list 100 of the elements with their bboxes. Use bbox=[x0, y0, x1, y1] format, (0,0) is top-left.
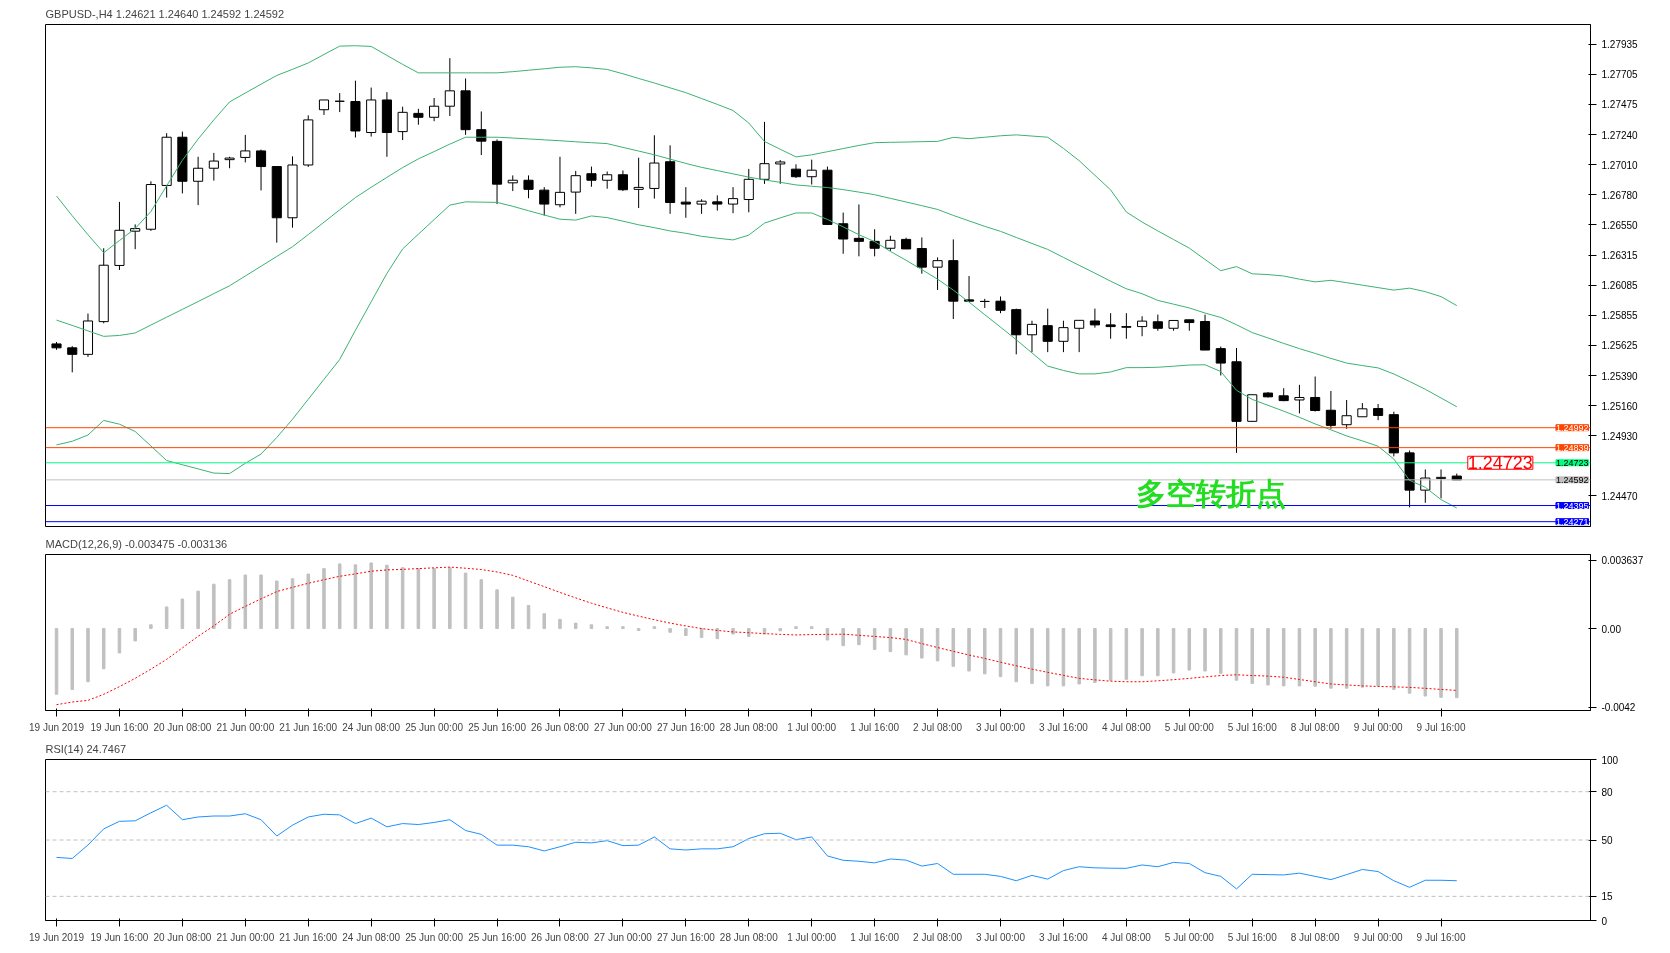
x-tick-label: 1 Jul 16:00 bbox=[850, 931, 900, 943]
y-tick-label: 1.27935 bbox=[1601, 39, 1639, 51]
y-tick-label: 0 bbox=[1601, 915, 1608, 927]
y-tick-label: 1.25390 bbox=[1601, 370, 1639, 382]
bar bbox=[1392, 628, 1396, 690]
candlestick bbox=[255, 149, 267, 191]
chart-title: RSI(14) 24.7467 bbox=[45, 742, 127, 755]
bar bbox=[322, 568, 326, 630]
bar bbox=[448, 567, 452, 630]
y-tick-label: 1.26315 bbox=[1601, 250, 1639, 262]
bar bbox=[70, 628, 75, 690]
x-tick-label: 1 Jul 00:00 bbox=[787, 721, 837, 733]
bar bbox=[1030, 628, 1034, 684]
x-tick-label: 26 Jun 08:00 bbox=[531, 721, 590, 733]
candlestick bbox=[570, 170, 581, 215]
bar bbox=[1156, 628, 1160, 677]
x-tick-label: 8 Jul 08:00 bbox=[1290, 931, 1341, 943]
x-tick-label: 21 Jun 00:00 bbox=[216, 721, 275, 733]
bar bbox=[857, 628, 861, 646]
bar bbox=[432, 568, 436, 630]
x-tick-label: 26 Jun 08:00 bbox=[531, 931, 590, 943]
bar bbox=[558, 618, 562, 630]
y-tick-label: 1.27010 bbox=[1601, 159, 1639, 171]
bar bbox=[872, 628, 877, 650]
x-tick-label: 1 Jul 00:00 bbox=[787, 931, 837, 943]
bar bbox=[1329, 628, 1333, 689]
candlestick bbox=[838, 212, 849, 255]
line-series bbox=[56, 45, 1458, 307]
x-tick-label: 21 Jun 16:00 bbox=[279, 721, 338, 733]
y-tick-label: 1.25625 bbox=[1601, 340, 1639, 352]
x-tick-label: 20 Jun 08:00 bbox=[153, 931, 212, 943]
bar bbox=[1439, 628, 1443, 698]
x-tick-label: 25 Jun 16:00 bbox=[468, 931, 527, 943]
candlestick bbox=[853, 203, 864, 257]
x-tick-label: 19 Jun 16:00 bbox=[90, 721, 149, 733]
bar bbox=[479, 579, 484, 630]
candlestick bbox=[1089, 308, 1100, 329]
bar bbox=[684, 628, 688, 637]
y-tick-label: 1.25160 bbox=[1601, 400, 1639, 412]
bar bbox=[416, 568, 421, 630]
bar bbox=[1313, 628, 1317, 687]
y-tick-label: 1.25855 bbox=[1601, 310, 1639, 322]
bar bbox=[589, 624, 594, 630]
bar bbox=[1266, 628, 1270, 686]
y-tick-label: 50 bbox=[1601, 835, 1614, 846]
bar bbox=[1140, 628, 1144, 677]
y-tick-label: -0.0042 bbox=[1601, 702, 1636, 714]
x-tick-label: 27 Jun 16:00 bbox=[656, 721, 716, 733]
ref-line-label: 1.24271 bbox=[1555, 516, 1589, 527]
x-tick-label: 28 Jun 08:00 bbox=[719, 721, 779, 733]
y-tick-label: 100 bbox=[1601, 754, 1619, 766]
candlestick bbox=[586, 166, 597, 188]
candlestick bbox=[240, 134, 251, 163]
x-tick-label: 9 Jul 16:00 bbox=[1416, 721, 1466, 733]
candlestick bbox=[1435, 468, 1447, 499]
candlestick bbox=[963, 275, 975, 302]
bar bbox=[149, 624, 153, 630]
candlestick bbox=[1215, 346, 1226, 376]
chart-title: GBPUSD-,H4 1.24621 1.24640 1.24592 1.24592 bbox=[45, 7, 285, 20]
x-tick-label: 24 Jun 08:00 bbox=[342, 931, 401, 943]
x-tick-label: 27 Jun 00:00 bbox=[593, 721, 653, 733]
bar bbox=[511, 596, 515, 630]
candlestick bbox=[1121, 312, 1132, 340]
chart-title: MACD(12,26,9) -0.003475 -0.003136 bbox=[45, 537, 228, 550]
candlestick bbox=[1137, 315, 1148, 337]
candlestick bbox=[1325, 390, 1336, 430]
y-tick-label: 1.26085 bbox=[1601, 280, 1639, 292]
x-tick-label: 5 Jul 00:00 bbox=[1164, 931, 1215, 943]
bar bbox=[337, 563, 342, 630]
bar bbox=[164, 606, 169, 630]
candlestick bbox=[1026, 320, 1038, 353]
bar bbox=[1077, 628, 1081, 685]
candlestick bbox=[1105, 312, 1116, 340]
bar bbox=[1219, 628, 1223, 674]
x-tick-label: 24 Jun 08:00 bbox=[342, 721, 401, 733]
bar bbox=[1014, 628, 1018, 683]
candlestick bbox=[1294, 384, 1305, 414]
bar bbox=[715, 628, 720, 640]
candlestick bbox=[1373, 403, 1384, 421]
bar bbox=[1093, 628, 1097, 683]
bar bbox=[888, 628, 893, 653]
bar bbox=[180, 598, 185, 630]
x-tick-label: 3 Jul 16:00 bbox=[1038, 931, 1089, 943]
bar bbox=[86, 628, 90, 683]
bar bbox=[400, 567, 405, 630]
bar bbox=[1203, 628, 1207, 672]
candlestick bbox=[633, 157, 644, 209]
x-tick-label: 9 Jul 00:00 bbox=[1353, 721, 1403, 733]
x-tick-label: 9 Jul 00:00 bbox=[1353, 931, 1403, 943]
candlestick bbox=[916, 236, 927, 275]
x-tick-label: 25 Jun 00:00 bbox=[405, 931, 464, 943]
candlestick bbox=[680, 186, 691, 219]
bar bbox=[983, 628, 987, 675]
x-tick-label: 19 Jun 16:00 bbox=[90, 931, 149, 943]
bar bbox=[1423, 628, 1428, 697]
bar bbox=[275, 580, 279, 630]
candlestick bbox=[539, 186, 550, 217]
x-tick-label: 20 Jun 08:00 bbox=[153, 721, 212, 733]
bar bbox=[920, 628, 924, 659]
ref-line-label: 1.24723 bbox=[1555, 457, 1589, 468]
